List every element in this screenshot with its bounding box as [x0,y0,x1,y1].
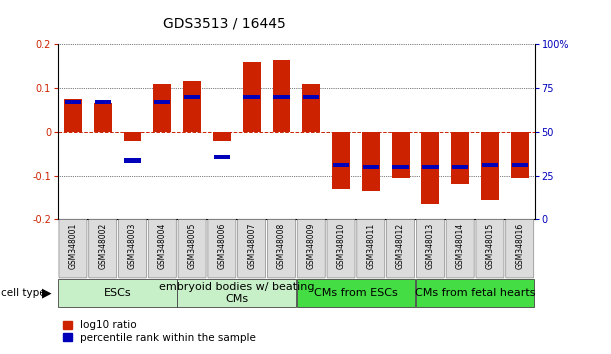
Bar [296,279,415,307]
FancyBboxPatch shape [89,219,117,278]
FancyBboxPatch shape [238,219,266,278]
Bar [243,95,260,99]
Bar [94,103,112,132]
Text: GDS3513 / 16445: GDS3513 / 16445 [164,16,286,30]
Bar [153,84,171,132]
Bar [183,81,201,132]
FancyBboxPatch shape [357,219,385,278]
Text: GSM348004: GSM348004 [158,222,167,269]
Text: GSM348014: GSM348014 [456,222,464,269]
Bar [95,100,111,104]
Text: GSM348010: GSM348010 [337,222,345,269]
Bar [362,165,379,169]
Bar [415,279,535,307]
Bar [273,59,290,132]
FancyBboxPatch shape [119,219,147,278]
Bar [273,95,290,99]
Bar [64,99,82,132]
Bar [58,279,177,307]
FancyBboxPatch shape [268,219,296,278]
FancyBboxPatch shape [208,219,236,278]
Bar [124,158,141,162]
Text: GSM348003: GSM348003 [128,222,137,269]
Text: ESCs: ESCs [104,288,131,298]
Legend: log10 ratio, percentile rank within the sample: log10 ratio, percentile rank within the … [64,320,256,343]
Bar [422,165,439,169]
Bar [184,95,200,99]
FancyBboxPatch shape [148,219,177,278]
Bar [243,62,260,132]
Text: CMs from fetal hearts: CMs from fetal hearts [415,288,535,298]
Bar [481,162,498,167]
Bar [481,132,499,200]
Bar [452,165,469,169]
FancyBboxPatch shape [178,219,206,278]
Text: GSM348009: GSM348009 [307,222,316,269]
FancyBboxPatch shape [476,219,504,278]
Text: CMs from ESCs: CMs from ESCs [314,288,398,298]
Bar [213,132,231,141]
Bar [362,132,379,191]
Text: GSM348007: GSM348007 [247,222,256,269]
Bar [451,132,469,184]
Text: GSM348006: GSM348006 [218,222,226,269]
FancyBboxPatch shape [506,219,534,278]
Text: GSM348005: GSM348005 [188,222,197,269]
Text: GSM348016: GSM348016 [515,222,524,269]
Bar [333,162,349,167]
Text: GSM348008: GSM348008 [277,222,286,269]
Text: GSM348013: GSM348013 [426,222,435,269]
Text: GSM348012: GSM348012 [396,222,405,269]
Bar [303,95,320,99]
Bar [302,84,320,132]
Bar [65,100,81,104]
Text: GSM348015: GSM348015 [486,222,494,269]
FancyBboxPatch shape [297,219,325,278]
Bar [177,279,296,307]
FancyBboxPatch shape [327,219,355,278]
Bar [422,132,439,204]
Bar [214,155,230,159]
FancyBboxPatch shape [59,219,87,278]
Bar [511,162,528,167]
Text: GSM348011: GSM348011 [367,222,375,269]
FancyBboxPatch shape [387,219,415,278]
Bar [123,132,141,141]
Bar [332,132,350,189]
Text: GSM348001: GSM348001 [68,222,78,269]
Bar [392,165,409,169]
FancyBboxPatch shape [416,219,444,278]
Bar [511,132,529,178]
Text: ▶: ▶ [42,286,51,299]
FancyBboxPatch shape [446,219,474,278]
Text: GSM348002: GSM348002 [98,222,107,269]
Text: cell type: cell type [1,288,45,298]
Bar [392,132,409,178]
Text: embryoid bodies w/ beating
CMs: embryoid bodies w/ beating CMs [159,282,315,304]
Bar [154,100,170,104]
